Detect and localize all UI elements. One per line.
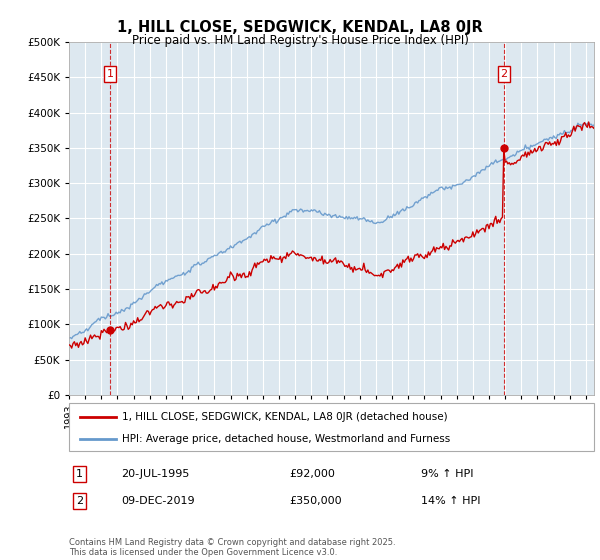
Text: 2: 2 <box>76 496 83 506</box>
Text: Price paid vs. HM Land Registry's House Price Index (HPI): Price paid vs. HM Land Registry's House … <box>131 34 469 46</box>
Text: £92,000: £92,000 <box>290 469 335 479</box>
Text: 09-DEC-2019: 09-DEC-2019 <box>121 496 195 506</box>
Text: HPI: Average price, detached house, Westmorland and Furness: HPI: Average price, detached house, West… <box>121 434 450 444</box>
Text: 20-JUL-1995: 20-JUL-1995 <box>121 469 190 479</box>
Text: 1, HILL CLOSE, SEDGWICK, KENDAL, LA8 0JR (detached house): 1, HILL CLOSE, SEDGWICK, KENDAL, LA8 0JR… <box>121 412 447 422</box>
Text: 1: 1 <box>76 469 83 479</box>
FancyBboxPatch shape <box>69 403 594 451</box>
Text: 14% ↑ HPI: 14% ↑ HPI <box>421 496 480 506</box>
Text: 1: 1 <box>107 69 113 79</box>
Text: £350,000: £350,000 <box>290 496 342 506</box>
Text: Contains HM Land Registry data © Crown copyright and database right 2025.
This d: Contains HM Land Registry data © Crown c… <box>69 538 395 557</box>
Text: 9% ↑ HPI: 9% ↑ HPI <box>421 469 473 479</box>
Text: 2: 2 <box>500 69 508 79</box>
Text: 1, HILL CLOSE, SEDGWICK, KENDAL, LA8 0JR: 1, HILL CLOSE, SEDGWICK, KENDAL, LA8 0JR <box>117 20 483 35</box>
